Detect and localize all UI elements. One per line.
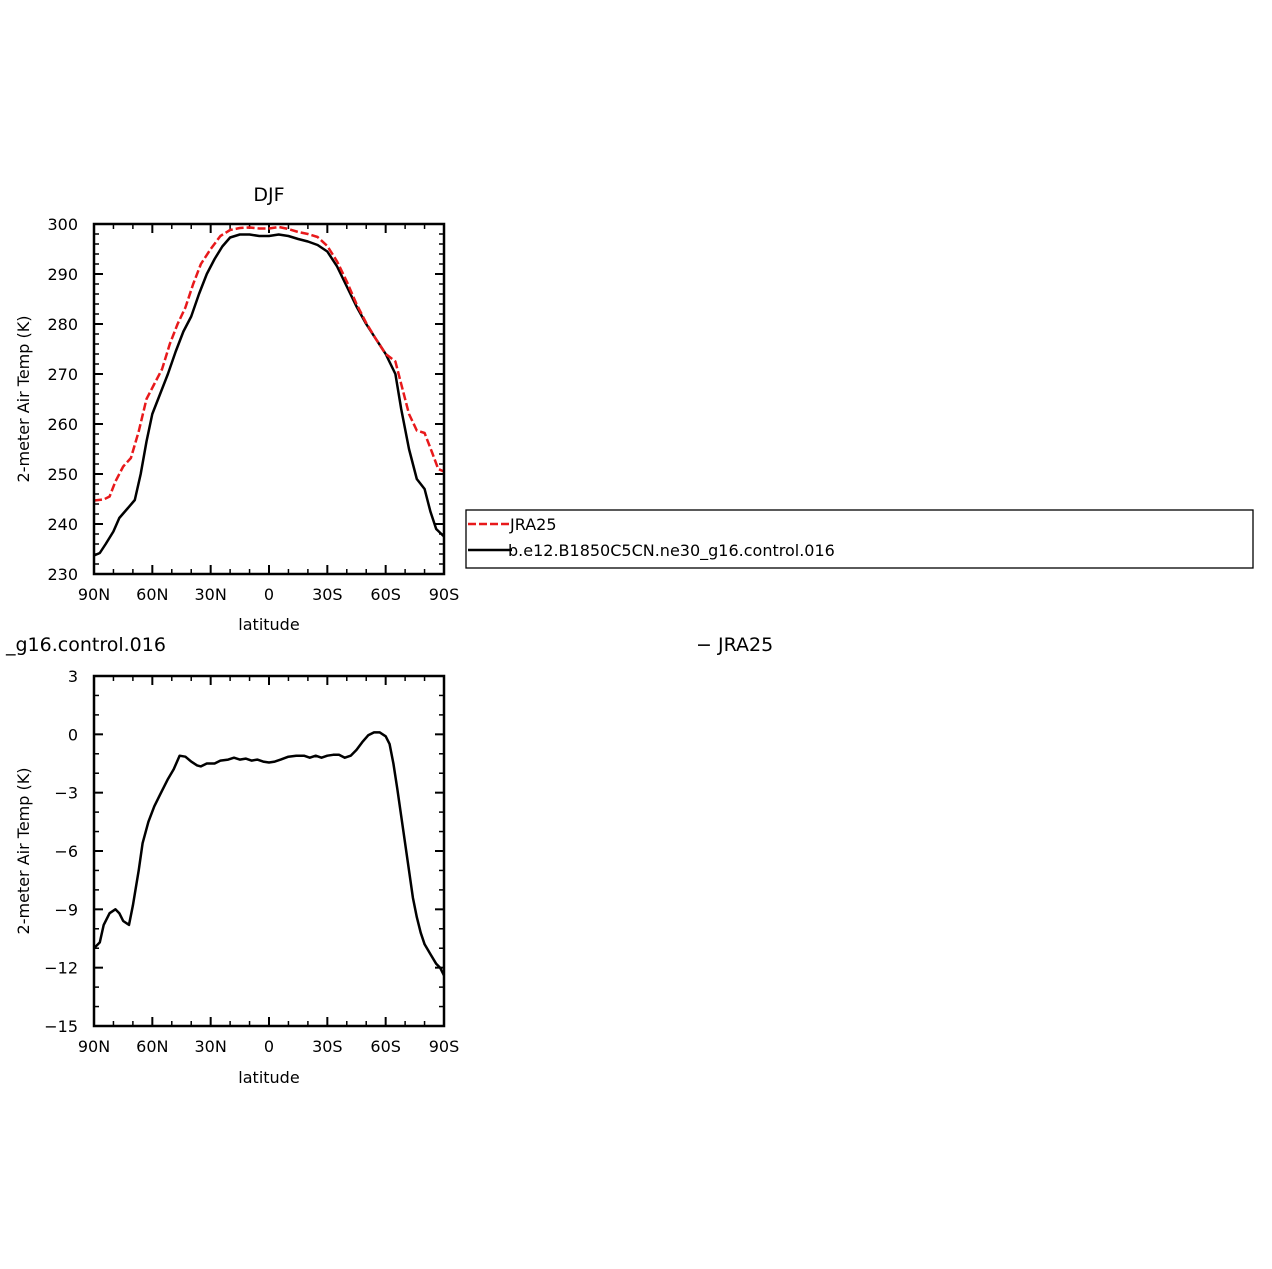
bottom-ticks [93,675,445,1027]
top-plot-frame [92,222,446,576]
top-y-tick-label: 290 [47,265,78,284]
top-series-line-0 [93,225,445,502]
bottom-x-tick-label: 0 [264,1037,274,1056]
bottom-y-tick-label: −9 [54,900,78,919]
bottom-y-tick-label: 0 [68,725,78,744]
bottom-x-tick-label: 60N [136,1037,168,1056]
top-y-tick-label: 250 [47,465,78,484]
top-y-axis-title: 2-meter Air Temp (K) [14,316,33,483]
bottom-x-tick-label: 90S [429,1037,460,1056]
top-x-tick-label: 0 [264,585,274,604]
bottom-plot-title-left: _g16.control.016 [5,634,166,656]
bottom-y-tick-label: −12 [44,959,78,978]
top-y-tick-label: 300 [47,215,78,234]
top-panel: DJF 90N 60N 30N 0 30S 60S 90S 2302402502602702… [14,184,459,634]
top-series-line-1 [93,233,445,557]
legend-box [465,509,1254,569]
bottom-plot-frame [92,674,446,1028]
top-y-tick-label: 260 [47,415,78,434]
bottom-x-tick-labels: 90N 60N 30N 0 30S 60S 90S [78,1037,459,1056]
top-x-tick-labels: 90N 60N 30N 0 30S 60S 90S [78,585,459,604]
top-y-tick-label: 230 [47,565,78,584]
top-x-tick-label: 60S [370,585,401,604]
bottom-x-tick-label: 30S [312,1037,343,1056]
bottom-y-tick-labels: −15 −12 −9 −6 −3 0 3 [44,667,78,1036]
bottom-y-tick-label: −15 [44,1017,78,1036]
bottom-x-tick-label: 30N [195,1037,227,1056]
legend-label-model: b.e12.B1850C5CN.ne30_g16.control.016 [508,541,835,561]
bottom-y-axis-title: 2-meter Air Temp (K) [14,768,33,935]
bottom-y-tick-label: −6 [54,842,78,861]
bottom-plot-title-right: − JRA25 [696,634,773,656]
bottom-y-tick-label: −3 [54,784,78,803]
top-x-tick-label: 90S [429,585,460,604]
top-plot-title: DJF [253,184,284,206]
bottom-y-tick-label: 3 [68,667,78,686]
bottom-panel: _g16.control.016 − JRA25 90N 60N 30N 0 30S 60… [5,634,773,1087]
top-x-axis-title: latitude [238,615,299,634]
bottom-x-tick-label: 60S [370,1037,401,1056]
top-series [93,225,445,557]
top-x-tick-label: 90N [78,585,110,604]
top-y-tick-label: 270 [47,365,78,384]
legend: JRA25 b.e12.B1850C5CN.ne30_g16.control.0… [465,509,1254,569]
legend-label-jra25: JRA25 [509,515,557,534]
bottom-series-line-0 [93,731,446,976]
top-y-tick-labels: 230 240 250 260 270 280 290 300 [47,215,78,584]
top-x-tick-label: 60N [136,585,168,604]
top-x-tick-label: 30S [312,585,343,604]
top-y-tick-label: 280 [47,315,78,334]
top-x-tick-label: 30N [195,585,227,604]
top-y-tick-label: 240 [47,515,78,534]
bottom-x-axis-title: latitude [238,1068,299,1087]
bottom-series [93,731,446,976]
bottom-x-tick-label: 90N [78,1037,110,1056]
